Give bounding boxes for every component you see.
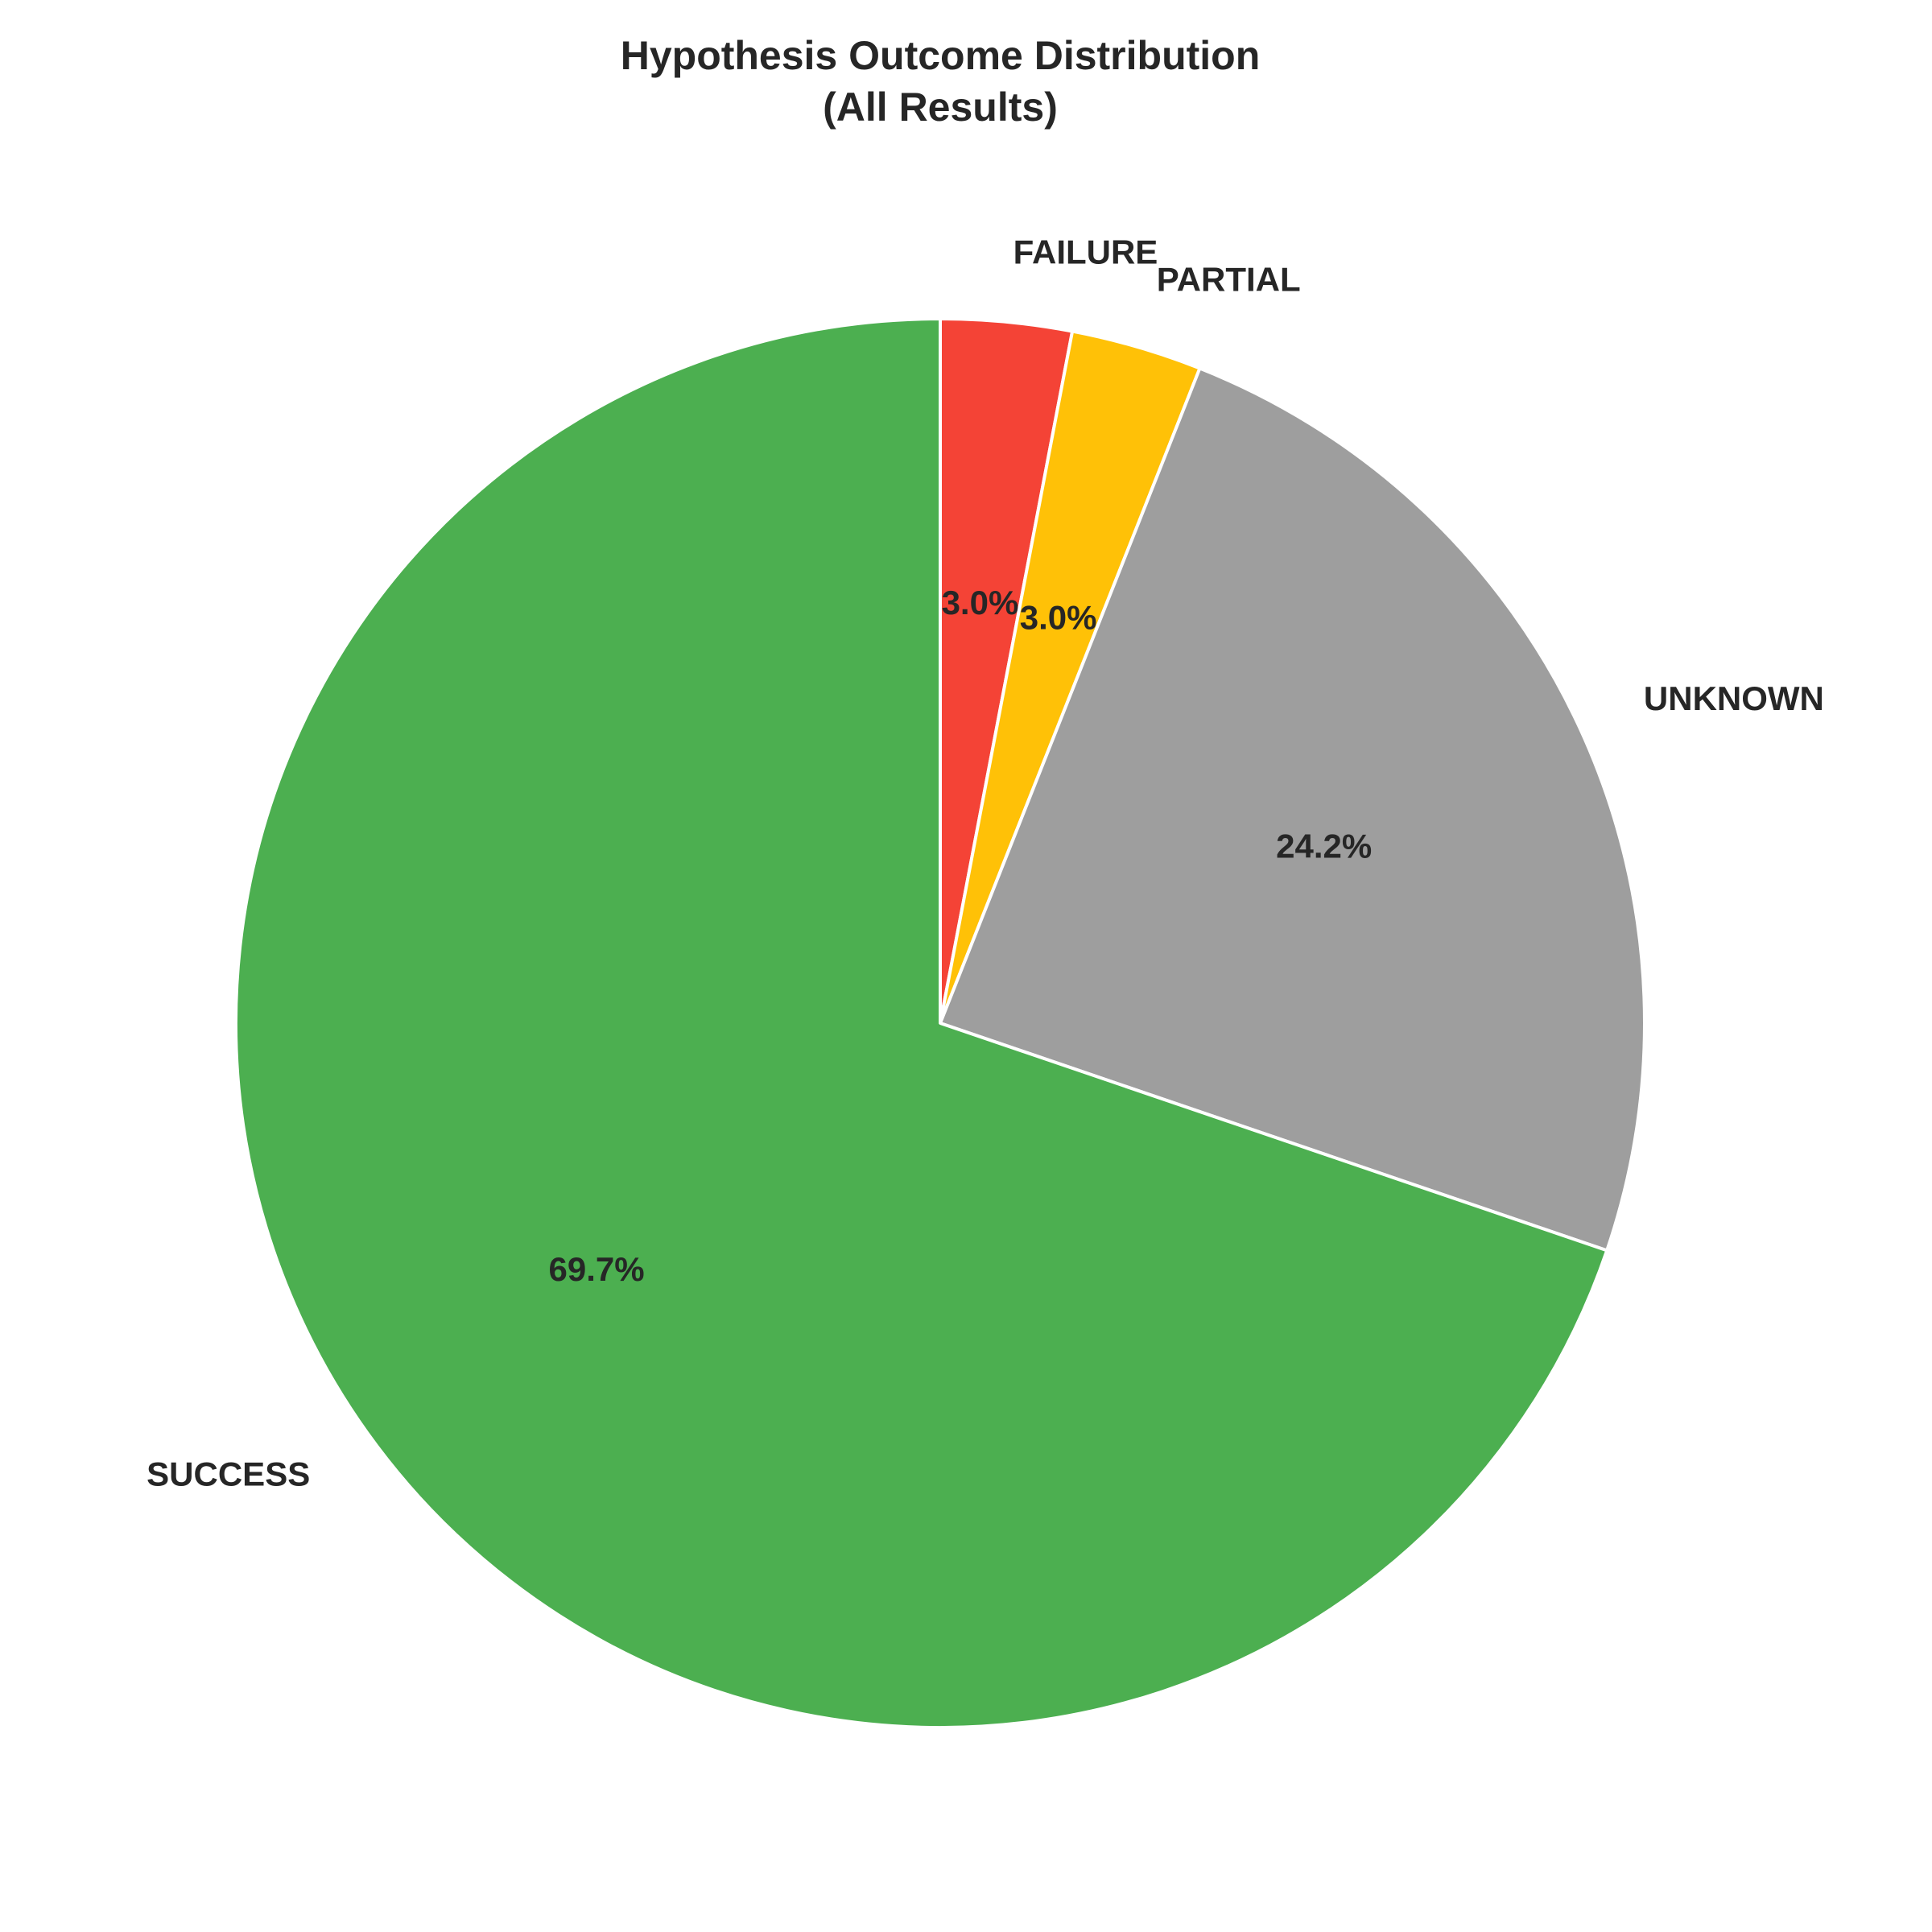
slice-label-success: SUCCESS <box>147 1455 310 1493</box>
slice-label-unknown: UNKNOWN <box>1644 679 1824 717</box>
pie-slice-success <box>234 317 1609 1729</box>
slice-label-partial: PARTIAL <box>1157 260 1301 298</box>
pie-slice-unknown <box>939 366 1646 1253</box>
chart-title-line-2: (All Results) <box>823 85 1058 130</box>
chart-title-line-1: Hypothesis Outcome Distribution <box>621 33 1261 78</box>
slice-label-failure: FAILURE <box>1013 233 1158 270</box>
pie-labels: FAILURE 3.0% PARTIAL 3.0% UNKNOWN 24.2% SUCCES… <box>147 233 1824 1492</box>
slice-percent-unknown: 24.2% <box>1276 827 1372 865</box>
slice-percent-partial: 3.0% <box>1020 598 1097 636</box>
slice-percent-failure: 3.0% <box>942 584 1019 621</box>
pie-slices <box>234 317 1646 1729</box>
slice-percent-success: 69.7% <box>548 1250 644 1288</box>
